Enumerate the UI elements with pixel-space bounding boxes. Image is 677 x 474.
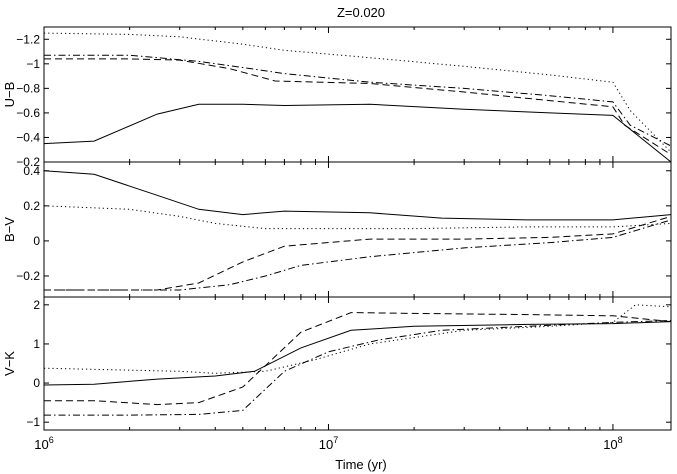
panel-2: 0.4 0.2 0 −0.2 B−V (2, 161, 672, 298)
series-line-solid (44, 103, 671, 162)
series-line-dotted (44, 205, 671, 230)
x-axis-label: Time (yr) (335, 457, 387, 472)
series-line-dashdot (44, 219, 671, 291)
panel-frame (43, 296, 672, 431)
plot-layer: −0.2 −0.4 −0.6 −0.8 −1 −1.2 U−B 0.4 0.2 0 −0.2 B−V 2… (2, 26, 672, 452)
series-line-solid (44, 170, 671, 221)
y-tick-label: 1 (33, 337, 40, 351)
series-line-solid (44, 321, 671, 386)
x-tick-label: 107 (319, 435, 338, 452)
panel-3: 2 1 0 −1 V−K (2, 296, 672, 431)
series-line-dashed (44, 58, 671, 156)
chart-title: Z=0.020 (337, 5, 385, 20)
y-tick-label: −0.2 (16, 269, 40, 283)
y-tick-label: 2 (33, 298, 40, 312)
y-axis-label: U−B (2, 82, 17, 108)
y-tick-label: 0 (33, 234, 40, 248)
y-tick-label: −0.8 (16, 81, 40, 95)
panel-1: −0.2 −0.4 −0.6 −0.8 −1 −1.2 U−B (2, 26, 672, 169)
y-tick-label: −0.2 (16, 155, 40, 169)
panel-frame (43, 161, 672, 298)
series-line-dashdot (44, 320, 671, 416)
series-line-dashed (44, 215, 671, 291)
y-tick-label: 0.2 (23, 199, 40, 213)
panel-frame (43, 26, 672, 163)
y-tick-label: −1 (26, 415, 40, 429)
x-tick-label: 106 (34, 435, 53, 452)
y-tick-label: −0.6 (16, 106, 40, 120)
series-line-dashdot (44, 54, 671, 147)
series-line-dashed (44, 312, 671, 406)
y-axis-label: V−K (2, 351, 17, 376)
y-tick-label: 0.4 (23, 164, 40, 178)
x-tick-label: 108 (603, 435, 622, 452)
y-axis-label: B−V (2, 217, 17, 242)
y-tick-label: −1 (26, 57, 40, 71)
y-tick-label: 0 (33, 376, 40, 390)
series-line-dotted (44, 32, 671, 153)
y-tick-label: −0.4 (16, 130, 40, 144)
y-tick-label: −1.2 (16, 32, 40, 46)
